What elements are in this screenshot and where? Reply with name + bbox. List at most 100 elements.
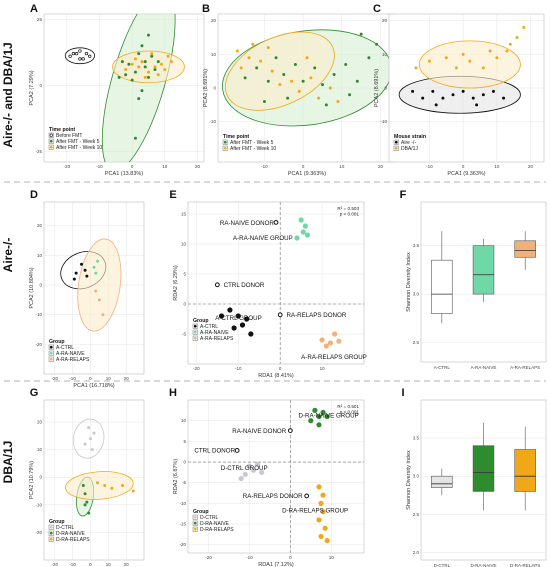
panel-H: H -20 -15 -10 -5 0 5 10 -20 -10 0 10 RDA1 (7.12%) RDA… (169, 387, 365, 567)
y-tick-label-D-3: 10 (37, 253, 43, 258)
y-tick-label-I-1: 2.5 (413, 512, 420, 517)
point-H-2-5 (322, 525, 328, 531)
point-H-0-5 (238, 475, 244, 482)
point-B-1-12 (266, 46, 270, 50)
y-tick-label-H-2: -10 (179, 501, 186, 506)
point-A-0-6 (88, 54, 92, 58)
annotation-E-3: A-CTRL GROUP (215, 315, 262, 322)
point-A-2-2 (140, 60, 144, 64)
legend-title-A: Time point (49, 127, 75, 133)
legend-label-B-0: After FMT - Week 5 (230, 140, 274, 146)
panel-label-H: H (169, 387, 177, 399)
legend-label-A-2: After FMT - Week 10 (56, 145, 102, 151)
legend-marker-B-0 (223, 140, 227, 144)
y-axis-label-I: Shannon Diversity Index (406, 450, 412, 510)
point-H-1-2 (320, 409, 326, 416)
point-A-1-10 (130, 78, 134, 82)
plot-content-D (44, 202, 144, 374)
point-E-2-3 (323, 343, 329, 349)
ellipse-A-2 (112, 50, 185, 84)
stat-H-0: R² = 0.501 (337, 404, 359, 409)
point-C-0-3 (441, 96, 445, 100)
legend-title-B: Time point (223, 134, 249, 140)
legend-title-G: Group (49, 519, 65, 525)
x-tick-label-G-4: 20 (124, 562, 130, 567)
donor-marker-E-0 (273, 220, 279, 225)
point-G-1-0 (83, 492, 87, 496)
x-tick-label-A-1: -10 (96, 164, 103, 169)
stat-E-0: R² = 0.503 (337, 206, 359, 211)
point-B-1-7 (309, 76, 313, 80)
y-tick-label-C-1: 0 (384, 86, 387, 91)
point-A-1-3 (137, 52, 141, 56)
y-tick-label-I-2: 3.0 (413, 474, 420, 479)
point-H-1-3 (324, 413, 330, 420)
point-A-1-0 (120, 60, 124, 64)
ellipse-D-1 (77, 238, 122, 332)
box-F-2 (514, 240, 536, 258)
point-A-0-1 (75, 51, 79, 56)
point-A-0-0 (68, 54, 72, 58)
point-H-2-2 (318, 500, 324, 506)
point-E-1-4 (304, 232, 311, 238)
point-A-1-7 (150, 54, 154, 58)
plot-content-G (44, 400, 144, 560)
point-A-2-7 (143, 75, 147, 79)
y-tick-label-H-0: -20 (179, 542, 186, 547)
legend-label-H-1: D-RA-NAIVE (200, 521, 230, 527)
point-C-0-0 (411, 89, 415, 93)
point-B-0-13 (375, 42, 379, 46)
point-E-1-3 (300, 229, 306, 235)
point-C-1-1 (444, 56, 448, 60)
legend-marker-A-0 (49, 133, 53, 137)
donor-marker-H-0 (287, 428, 293, 434)
x-axis-label-E: RDA1 (8.41%) (258, 373, 294, 379)
point-B-1-2 (259, 59, 263, 63)
y-axis-label-B: PCA2 (8.691%) (203, 69, 209, 107)
point-A-2-4 (153, 65, 157, 69)
point-A-2-9 (137, 65, 141, 69)
y-tick-label-H-5: 5 (183, 439, 186, 444)
y-tick-label-G-0: -20 (35, 530, 42, 535)
x-tick-label-E-2: 0 (279, 366, 282, 371)
plot-area-H (187, 399, 365, 554)
legend-marker-H-0 (193, 515, 197, 519)
point-D-0-4 (85, 274, 89, 278)
panel-label-G: G (30, 387, 39, 399)
annotation-E-1: A-RA-NAIVE GROUP (233, 235, 293, 242)
y-tick-label-H-6: 10 (181, 418, 187, 423)
point-B-0-8 (320, 83, 324, 87)
annotation-H-3: D-CTRL GROUP (221, 465, 268, 472)
x-tick-label-C-1: 0 (462, 164, 465, 169)
legend-label-A-1: After FMT - Week 5 (56, 139, 100, 145)
point-B-0-2 (266, 79, 270, 83)
y-axis-label-C: PCA2 (8.691%) (374, 69, 380, 107)
point-G-0-0 (87, 426, 91, 430)
y-tick-label-I-3: 3.5 (413, 436, 420, 441)
panel-label-D: D (30, 189, 38, 201)
row-label-3: DBA/1J (1, 441, 15, 484)
point-A-1-17 (143, 60, 147, 64)
y-tick-label-C-0: -10 (380, 119, 387, 124)
y-tick-label-H-3: -5 (182, 480, 186, 485)
point-B-1-9 (328, 86, 332, 90)
point-C-0-6 (471, 96, 475, 100)
x-tick-label-D-4: 20 (124, 376, 130, 381)
plot-content-B (218, 14, 396, 162)
category-label-F-2: A-RA-RELAPS (510, 365, 540, 370)
point-G-2-1 (103, 484, 107, 488)
point-B-0-15 (286, 96, 290, 100)
panel-C: C -10 0 10 20 -10 0 10 20 PCA1 (9.363%) PCA2 (8.69… (373, 3, 545, 177)
legend-marker-D-2 (49, 357, 53, 361)
point-B-0-16 (324, 103, 328, 107)
point-A-2-10 (156, 73, 160, 77)
point-G-2-0 (96, 481, 100, 485)
panel-label-F: F (400, 189, 407, 201)
legend-marker-B-1 (223, 146, 227, 150)
legend-marker-H-2 (193, 527, 197, 531)
category-label-F-1: A-RA-NAIVE (471, 365, 497, 370)
x-tick-label-B-3: 20 (378, 164, 384, 169)
x-axis-label-A: PCA1 (13.83%) (105, 171, 143, 177)
